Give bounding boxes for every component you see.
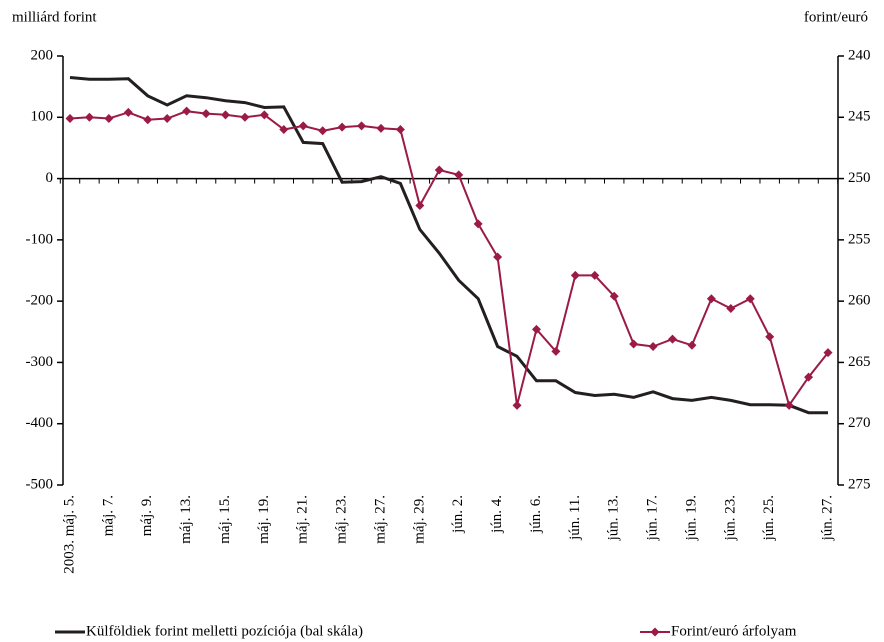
y2-tick-label: 245: [848, 109, 871, 125]
marker: [473, 219, 483, 229]
marker: [551, 346, 561, 356]
y2-tick-label: 265: [848, 354, 871, 370]
marker: [337, 122, 347, 132]
x-tick-label: máj. 21.: [295, 495, 311, 544]
y2-tick-label: 250: [848, 170, 871, 186]
x-tick-label: máj. 23.: [334, 495, 350, 544]
y2-tick-label: 255: [848, 231, 871, 247]
x-tick-label: jún. 25.: [761, 495, 777, 541]
marker: [104, 114, 114, 124]
marker: [162, 114, 172, 124]
marker: [434, 165, 444, 175]
y2-tick-label: 270: [848, 415, 871, 431]
marker: [745, 294, 755, 304]
legend-label: Forint/euró árfolyam: [671, 623, 797, 639]
y2-tick-label: 260: [848, 293, 871, 309]
x-tick-label: máj. 15.: [217, 495, 233, 544]
x-tick-label: jún. 6.: [528, 495, 544, 534]
y2-tick-label: 275: [848, 476, 871, 492]
marker: [65, 114, 75, 124]
x-tick-label: máj. 7.: [100, 495, 116, 536]
marker: [648, 341, 658, 351]
series-line: [69, 110, 829, 408]
marker: [784, 400, 794, 410]
marker: [259, 110, 269, 120]
x-tick-label: jún. 17.: [645, 495, 661, 541]
x-tick-label: jún. 13.: [606, 495, 622, 541]
x-tick-label: 2003. máj. 5.: [61, 495, 77, 574]
marker: [298, 121, 308, 131]
x-tick-label: jún. 2.: [450, 495, 466, 534]
y-tick-label: -200: [26, 293, 54, 309]
marker: [454, 170, 464, 180]
y-tick-label: 200: [31, 47, 54, 63]
x-tick-label: jún. 4.: [489, 495, 505, 534]
marker: [629, 339, 639, 349]
marker: [668, 334, 678, 344]
series-line: [69, 76, 828, 415]
x-tick-label: máj. 19.: [256, 495, 272, 544]
y-tick-label: 0: [46, 170, 54, 186]
marker: [201, 109, 211, 119]
y-tick-label: -300: [26, 354, 54, 370]
x-tick-label: máj. 27.: [372, 495, 388, 544]
legend-label: Külföldiek forint melletti pozíciója (ba…: [86, 623, 363, 639]
y-tick-label: -100: [26, 231, 54, 247]
marker: [182, 106, 192, 116]
x-tick-label: jún. 27.: [819, 495, 835, 541]
legend-marker: [650, 627, 660, 637]
x-tick-label: máj. 29.: [411, 495, 427, 544]
x-tick-label: jún. 11.: [567, 495, 583, 541]
marker: [706, 294, 716, 304]
marker: [84, 112, 94, 122]
marker: [512, 400, 522, 410]
marker: [609, 291, 619, 301]
marker: [143, 115, 153, 125]
marker: [804, 372, 814, 382]
marker: [279, 125, 289, 135]
marker: [318, 126, 328, 136]
marker: [240, 112, 250, 122]
marker: [570, 270, 580, 280]
y2-tick-label: 240: [848, 47, 871, 63]
y2-axis-title: forint/euró: [804, 9, 868, 25]
marker: [357, 121, 367, 131]
x-tick-label: jún. 23.: [722, 495, 738, 541]
marker: [823, 348, 833, 358]
marker: [531, 324, 541, 334]
marker: [220, 110, 230, 120]
x-tick-label: jún. 19.: [683, 495, 699, 541]
x-tick-label: máj. 13.: [178, 495, 194, 544]
marker: [590, 270, 600, 280]
y-axis-title: milliárd forint: [12, 9, 97, 25]
marker: [376, 123, 386, 133]
marker: [726, 303, 736, 313]
marker: [415, 201, 425, 211]
y-tick-label: 100: [31, 109, 54, 125]
marker: [687, 340, 697, 350]
x-tick-label: máj. 9.: [139, 495, 155, 536]
marker: [123, 107, 133, 117]
marker: [493, 252, 503, 262]
marker: [765, 332, 775, 342]
y-tick-label: -500: [26, 476, 54, 492]
y-tick-label: -400: [26, 415, 54, 431]
marker: [395, 125, 405, 135]
